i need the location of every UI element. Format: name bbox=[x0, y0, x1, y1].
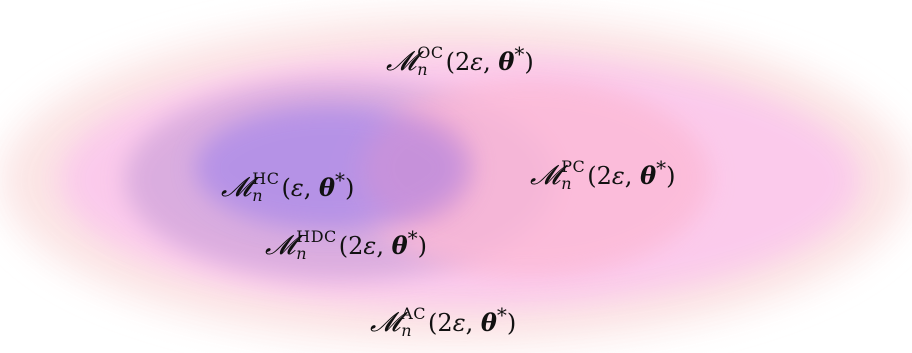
ac-args-open: (2 bbox=[428, 309, 453, 337]
ac-symbol: 𝓜 bbox=[370, 307, 401, 338]
pc-symbol: 𝓜 bbox=[530, 160, 561, 191]
pc-eps: ε bbox=[611, 162, 625, 190]
hc-theta: θ bbox=[318, 173, 335, 202]
oc-args-close: ) bbox=[524, 48, 534, 76]
oc-eps: ε bbox=[470, 48, 484, 76]
hdc-args-close: ) bbox=[417, 232, 427, 260]
oc-comma: , bbox=[483, 48, 499, 76]
ac-eps: ε bbox=[452, 309, 466, 337]
oc-superscript: OC bbox=[417, 43, 444, 62]
oc-symbol: 𝓜 bbox=[386, 46, 417, 77]
ac-subscript: n bbox=[401, 321, 412, 340]
hc-eps: ε bbox=[290, 174, 304, 202]
pc-args-close: ) bbox=[666, 162, 676, 190]
hdc-args-open: (2 bbox=[338, 232, 364, 260]
oc-label: 𝓜 OC n (2ε, θ*) bbox=[386, 44, 534, 80]
ac-superscript: AC bbox=[401, 304, 427, 323]
pc-star: * bbox=[656, 156, 667, 180]
hc-pc-overlap bbox=[365, 113, 475, 223]
hdc-comma: , bbox=[376, 232, 392, 260]
pc-subscript: n bbox=[561, 174, 572, 193]
hc-label: 𝓜 HC n (ε, θ*) bbox=[221, 170, 354, 206]
hc-comma: , bbox=[303, 174, 319, 202]
pc-comma: , bbox=[624, 162, 641, 190]
oc-theta: θ bbox=[498, 47, 515, 76]
pc-theta: θ bbox=[640, 161, 657, 190]
hc-subscript: n bbox=[252, 186, 263, 205]
hc-star: * bbox=[335, 168, 345, 192]
hdc-superscript: HDC bbox=[296, 227, 337, 246]
ac-args-close: ) bbox=[506, 309, 517, 337]
ac-theta: θ bbox=[480, 308, 497, 337]
hc-args-open: ( bbox=[281, 174, 291, 202]
pc-args-open: (2 bbox=[587, 162, 612, 190]
hdc-symbol: 𝓜 bbox=[265, 230, 296, 261]
pc-label: 𝓜 PC n (2ε, θ*) bbox=[530, 158, 675, 194]
hdc-label: 𝓜 HDC n (2ε, θ*) bbox=[265, 228, 427, 264]
ac-comma: , bbox=[465, 309, 481, 337]
hc-superscript: HC bbox=[252, 169, 280, 188]
hdc-subscript: n bbox=[296, 244, 307, 263]
ac-label: 𝓜 AC n (2ε, θ*) bbox=[370, 305, 516, 341]
hdc-theta: θ bbox=[391, 231, 408, 260]
pc-superscript: PC bbox=[561, 157, 586, 176]
oc-args-open: (2 bbox=[445, 48, 471, 76]
oc-star: * bbox=[514, 42, 525, 66]
ac-star: * bbox=[496, 303, 507, 327]
hdc-eps: ε bbox=[363, 232, 377, 260]
oc-subscript: n bbox=[417, 60, 428, 79]
hc-symbol: 𝓜 bbox=[221, 172, 252, 203]
hc-args-close: ) bbox=[345, 174, 355, 202]
hdc-star: * bbox=[407, 226, 418, 250]
